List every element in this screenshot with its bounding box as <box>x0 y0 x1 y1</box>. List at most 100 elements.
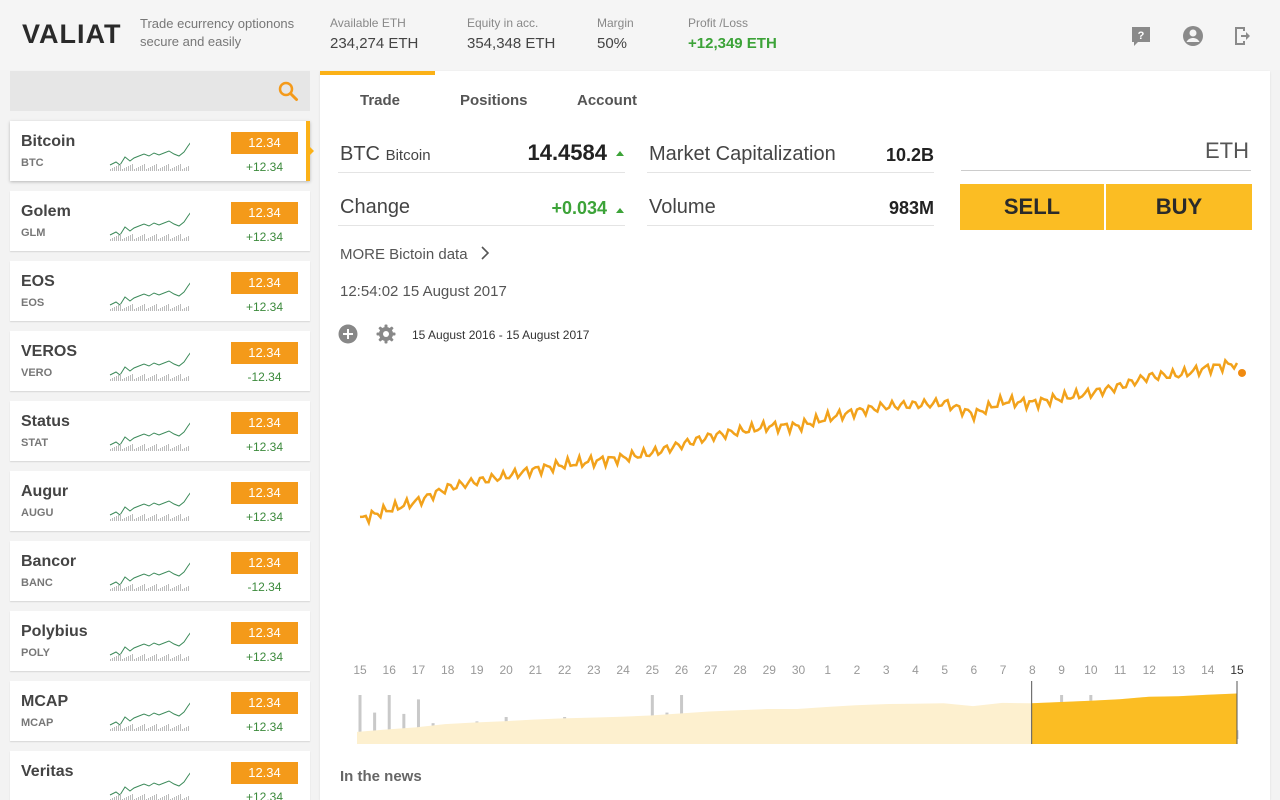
x-tick-label: 24 <box>616 663 630 677</box>
stat-profit-loss: Profit /Loss +12,349 ETH <box>688 15 777 53</box>
coin-item[interactable]: Augur AUGU 12.34 +12.34 <box>10 471 310 531</box>
tab-trade[interactable]: Trade <box>360 92 401 109</box>
quote-row-price: BTC Bitcoin 14.4584 <box>338 137 625 173</box>
x-tick-label: 18 <box>441 663 455 677</box>
x-tick-label: 4 <box>912 663 919 677</box>
coin-name: VEROS <box>21 343 78 360</box>
change-label: Change <box>340 196 411 218</box>
coin-search-input[interactable] <box>10 71 310 111</box>
coin-item[interactable]: EOS EOS 12.34 +12.34 <box>10 261 310 321</box>
coin-price: 12.34 <box>231 482 298 504</box>
more-data-link[interactable]: MORE Bictoin data <box>340 246 490 263</box>
coin-price: 12.34 <box>231 622 298 644</box>
quote-row-volume: Volume 983M <box>647 190 934 226</box>
add-indicator-icon[interactable] <box>338 324 358 344</box>
up-arrow-icon <box>616 151 624 156</box>
market-cap-label: Market Capitalization <box>649 143 836 165</box>
sparkline-chart <box>109 142 190 171</box>
x-tick-label: 14 <box>1201 663 1215 677</box>
coin-price: 12.34 <box>231 342 298 364</box>
coin-name: Status <box>21 413 70 430</box>
price-line <box>359 357 1239 527</box>
x-tick-label: 3 <box>883 663 890 677</box>
x-tick-label: 30 <box>792 663 806 677</box>
coin-price: 12.34 <box>231 552 298 574</box>
range-navigator[interactable] <box>320 680 1270 750</box>
coin-name: EOS <box>21 273 55 290</box>
coin-price: 12.34 <box>231 202 298 224</box>
x-tick-label: 28 <box>733 663 747 677</box>
x-tick-label: 22 <box>558 663 572 677</box>
coin-change: +12.34 <box>245 440 284 454</box>
coin-change: +12.34 <box>245 300 284 314</box>
coin-change: +12.34 <box>245 650 284 664</box>
coin-price: 12.34 <box>231 272 298 294</box>
coin-name: MCAP <box>21 693 69 710</box>
logout-icon[interactable] <box>1231 24 1255 48</box>
x-tick-label: 17 <box>412 663 426 677</box>
coin-name: Bitcoin <box>385 147 431 164</box>
coin-change: +12.34 <box>245 720 284 734</box>
account-icon[interactable] <box>1181 24 1205 48</box>
logo[interactable]: VALIAT <box>22 18 122 49</box>
x-tick-label: 9 <box>1058 663 1065 677</box>
coin-change: +12.34 <box>245 790 284 800</box>
stat-equity: Equity in acc. 354,348 ETH <box>467 15 555 53</box>
coin-item[interactable]: Bitcoin BTC 12.34 +12.34 <box>10 121 314 181</box>
news-heading: In the news <box>340 768 422 785</box>
navigator-area <box>357 693 1237 744</box>
settings-gear-icon[interactable] <box>376 324 396 344</box>
coin-name: Augur <box>21 483 69 500</box>
stat-label: Profit /Loss <box>688 16 749 30</box>
sparkline-chart <box>109 422 190 451</box>
x-tick-label: 23 <box>587 663 601 677</box>
volume-bar <box>387 695 391 739</box>
coin-name: Bancor <box>21 553 77 570</box>
active-pointer <box>309 146 314 156</box>
coin-change: +12.34 <box>245 160 284 174</box>
x-tick-label: 29 <box>763 663 777 677</box>
search-icon[interactable] <box>276 79 300 103</box>
volume-value: 983M <box>888 198 934 218</box>
x-tick-label: 19 <box>470 663 484 677</box>
stat-value: 50% <box>597 35 628 52</box>
tab-positions[interactable]: Positions <box>460 92 528 109</box>
coin-symbol: BANC <box>21 577 53 589</box>
coin-item[interactable]: Status STAT 12.34 +12.34 <box>10 401 310 461</box>
coin-change: +12.34 <box>245 510 284 524</box>
coin-change: +12.34 <box>245 230 284 244</box>
coin-item[interactable]: Bancor BANC 12.34 -12.34 <box>10 541 310 601</box>
up-arrow-icon <box>616 208 624 213</box>
stat-value: 354,348 ETH <box>467 35 556 52</box>
coin-item[interactable]: MCAP MCAP 12.34 +12.34 <box>10 681 310 741</box>
x-tick-label: 25 <box>646 663 660 677</box>
help-icon[interactable]: ? <box>1129 24 1153 48</box>
coin-symbol: GLM <box>21 227 46 239</box>
order-amount-input[interactable]: ETH <box>961 135 1251 171</box>
sell-button[interactable]: SELL <box>960 184 1104 230</box>
more-data-label: MORE Bictoin data <box>340 246 468 263</box>
buy-button[interactable]: BUY <box>1106 184 1252 230</box>
stat-label: Equity in acc. <box>467 16 539 30</box>
coin-name: Polybius <box>21 623 88 640</box>
tab-account[interactable]: Account <box>577 92 637 109</box>
coin-item[interactable]: Golem GLM 12.34 +12.34 <box>10 191 310 251</box>
coin-item[interactable]: VEROS VERO 12.34 -12.34 <box>10 331 310 391</box>
coin-item[interactable]: Polybius POLY 12.34 +12.34 <box>10 611 310 671</box>
coin-item[interactable]: Veritas 12.34 +12.34 <box>10 751 310 800</box>
stat-margin: Margin 50% <box>597 15 634 53</box>
sparkline-chart <box>109 632 190 661</box>
coin-symbol: BTC <box>21 157 44 169</box>
last-price-marker <box>1238 368 1246 377</box>
tagline: Trade ecurrency optionons secure and eas… <box>140 16 295 49</box>
x-tick-label: 11 <box>1114 663 1127 677</box>
coin-price: 12.34 <box>231 692 298 714</box>
x-tick-label: 16 <box>383 663 397 677</box>
quote-row-market-cap: Market Capitalization 10.2B <box>647 137 934 173</box>
x-tick-label: 7 <box>1000 663 1007 677</box>
coin-change: -12.34 <box>247 370 282 384</box>
x-tick-label: 26 <box>675 663 689 677</box>
x-tick-label: 20 <box>499 663 513 677</box>
sparkline-chart <box>109 492 190 521</box>
active-tab-indicator <box>320 71 435 75</box>
